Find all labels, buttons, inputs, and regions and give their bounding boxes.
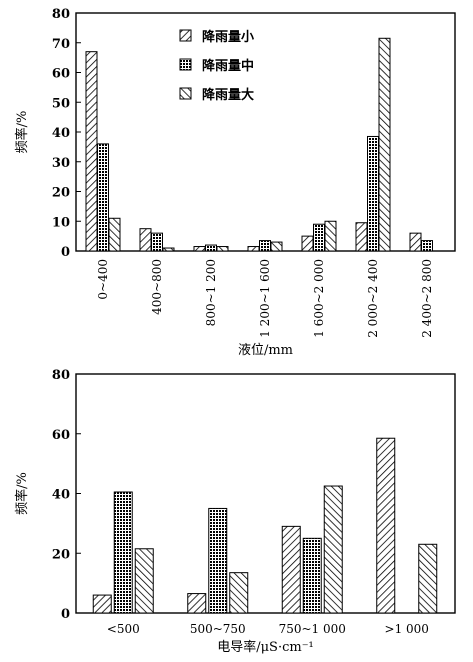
y-tick-label: 0 (61, 607, 70, 622)
x-tick-label: >1 000 (385, 622, 429, 636)
y-tick-label: 60 (52, 67, 70, 82)
y-axis-label: 频率/% (14, 472, 30, 515)
x-tick-label: 800~1 200 (204, 259, 218, 326)
bar (301, 235, 314, 252)
x-tick-label: 750~1 000 (279, 622, 346, 636)
y-tick-label: 0 (61, 245, 70, 260)
bar (229, 572, 249, 614)
y-tick-label: 80 (52, 7, 70, 22)
x-tick-label: 1 600~2 000 (312, 259, 326, 338)
x-axis-label: 电导率/μS·cm⁻¹ (217, 639, 314, 655)
x-axis-label: 液位/mm (238, 343, 293, 358)
plot-frame (75, 373, 456, 614)
bar (162, 247, 175, 252)
y-tick-label: 20 (52, 547, 70, 562)
chart-liquid-level: 0 10 20 30 40 50 60 70 80 0~400 400~800 800~1 200 1 … (14, 7, 456, 358)
bar (324, 220, 337, 252)
x-tick-label: 2 000~2 400 (366, 259, 380, 338)
y-tick-label: 10 (52, 215, 70, 230)
bar (409, 232, 422, 252)
bar (313, 223, 325, 252)
y-tick-label: 50 (52, 96, 70, 111)
legend-swatch (179, 87, 192, 100)
bar (85, 51, 98, 252)
bar (376, 437, 396, 614)
legend-swatch (179, 58, 192, 71)
bar (421, 240, 433, 252)
bar (247, 246, 260, 252)
bar (187, 593, 207, 614)
y-tick-label: 80 (52, 368, 70, 383)
y-tick-label: 70 (52, 37, 70, 52)
plot-frame (75, 12, 456, 252)
y-tick-label: 40 (52, 126, 70, 141)
y-tick-label: 30 (52, 156, 70, 171)
x-tick-label: 400~800 (150, 259, 164, 315)
legend-label: 降雨量小 (202, 29, 254, 45)
y-tick-label: 20 (52, 186, 70, 201)
bar (367, 135, 379, 252)
bar (323, 485, 343, 614)
x-tick-label: 1 200~1 600 (258, 259, 272, 338)
legend-swatch (179, 29, 192, 42)
bar (208, 507, 228, 614)
bar (378, 37, 391, 252)
x-tick-label: <500 (107, 622, 140, 636)
bar (193, 246, 206, 252)
y-tick-label: 60 (52, 428, 70, 443)
bar (216, 246, 229, 252)
y-tick-label: 40 (52, 488, 70, 503)
x-tick-label: 0~400 (96, 259, 110, 300)
bar (113, 491, 133, 614)
bar (281, 525, 301, 614)
bar (151, 232, 163, 252)
bar (97, 143, 109, 252)
legend-label: 降雨量大 (202, 87, 254, 103)
bar (259, 240, 271, 252)
bar (134, 548, 154, 614)
x-tick-label: 2 400~2 800 (420, 259, 434, 338)
bar (108, 217, 121, 252)
y-axis-label: 频率/% (14, 111, 30, 154)
bar (92, 594, 112, 614)
bar (355, 222, 368, 252)
bar (270, 241, 283, 252)
bar (205, 244, 217, 252)
bar (418, 543, 438, 614)
chart-conductivity: 0 20 40 60 80 <500 500~750 750~1 000 >1 000 电导率/μ… (14, 368, 456, 655)
bar (139, 228, 152, 252)
bar (302, 537, 322, 614)
x-tick-label: 500~750 (190, 622, 246, 636)
legend-label: 降雨量中 (202, 58, 254, 74)
